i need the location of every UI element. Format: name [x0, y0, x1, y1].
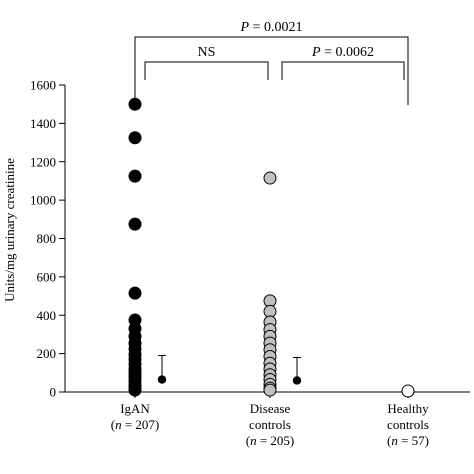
y-axis-label: Units/mg urinary creatinine — [2, 158, 17, 302]
category-label-line: (n = 57) — [387, 433, 429, 448]
category-label: Disease controls (n = 205) — [246, 401, 295, 448]
n-symbol: n — [391, 433, 398, 448]
category-label-line: Healthy — [387, 401, 429, 416]
y-tick-label: 200 — [37, 346, 57, 361]
y-tick-label: 1000 — [30, 193, 56, 208]
n-symbol: n — [250, 433, 257, 448]
data-point — [128, 286, 142, 300]
y-tick-label: 400 — [37, 308, 57, 323]
category-label: IgAN (n = 207) — [111, 401, 160, 432]
data-point — [128, 383, 142, 397]
category-label-line: controls — [249, 417, 291, 432]
data-points — [128, 97, 415, 398]
y-tick-label: 1200 — [30, 154, 56, 169]
n-symbol: n — [115, 417, 122, 432]
category-label-line: Disease — [250, 401, 291, 416]
category-label-line: IgAN — [120, 401, 150, 416]
data-point — [128, 169, 142, 183]
category-label-line: (n = 207) — [111, 417, 160, 432]
y-tick-label: 0 — [50, 385, 57, 400]
summary-point — [157, 375, 167, 384]
category-label-line: (n = 205) — [246, 433, 295, 448]
y-tick-label: 600 — [37, 269, 57, 284]
y-axis-ticks: 0 200 400 600 800 1000 1200 1400 1600 — [30, 78, 65, 400]
y-tick-label: 800 — [37, 231, 57, 246]
significance-label: NS — [198, 45, 216, 60]
p-symbol: P — [311, 45, 321, 60]
data-point — [128, 131, 142, 145]
p-symbol: P — [240, 20, 250, 35]
category-label-line: controls — [387, 417, 429, 432]
summary-markers — [157, 355, 302, 385]
data-point — [263, 383, 277, 397]
y-tick-label: 1400 — [30, 116, 56, 131]
significance-brackets: NS P = 0.0062 P = 0.0021 — [134, 20, 409, 105]
significance-label: P = 0.0062 — [311, 45, 374, 60]
significance-label: P = 0.0021 — [240, 20, 303, 35]
data-point — [128, 217, 142, 231]
data-point — [263, 171, 277, 185]
significance-bracket — [281, 61, 405, 80]
significance-bracket — [134, 36, 409, 105]
data-point — [401, 384, 415, 398]
y-tick-label: 1600 — [30, 78, 56, 93]
significance-bracket — [144, 61, 269, 80]
category-label: Healthy controls (n = 57) — [387, 401, 429, 448]
summary-point — [292, 376, 302, 385]
x-axis-category-labels: IgAN (n = 207)Disease controls (n = 205)Hea… — [111, 401, 429, 448]
